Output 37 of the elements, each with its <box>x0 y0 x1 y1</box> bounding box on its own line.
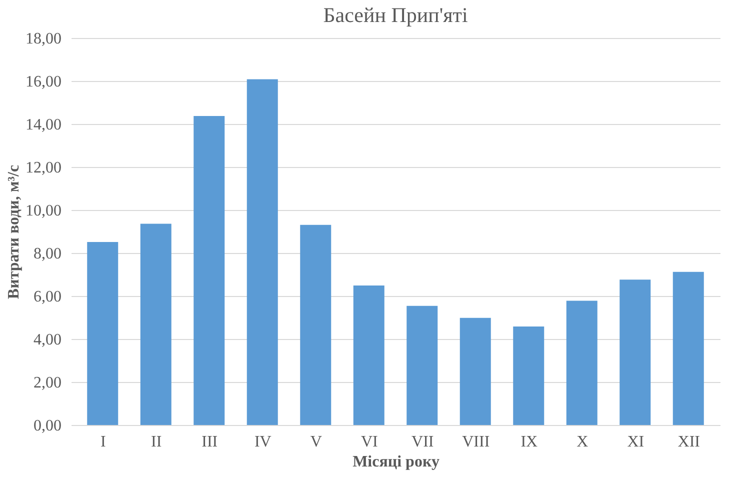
y-tick-label: 0,00 <box>34 418 62 434</box>
y-tick-label: 2,00 <box>34 374 62 392</box>
x-tick-label: X <box>576 434 589 450</box>
bar <box>513 326 544 425</box>
x-tick-label: II <box>151 434 162 450</box>
x-axis-title: Місяці року <box>352 454 440 470</box>
bar <box>300 224 332 425</box>
x-tick-label: VIII <box>462 434 490 450</box>
x-tick-label: VI <box>360 434 378 450</box>
y-tick-label: 18,00 <box>26 30 62 48</box>
y-tick-label: 12,00 <box>26 160 62 176</box>
y-tick-label: 4,00 <box>34 332 62 348</box>
y-tick-label: 6,00 <box>34 288 62 306</box>
x-tick-label: XI <box>627 434 644 450</box>
y-tick-label: 14,00 <box>26 116 62 134</box>
chart-title: Басейн Прип'яті <box>323 3 468 27</box>
bar <box>87 242 118 425</box>
bar <box>460 318 491 425</box>
x-tick-label: III <box>202 434 218 450</box>
bar <box>194 116 225 425</box>
x-tick-label: I <box>100 434 106 450</box>
bar <box>353 285 384 425</box>
bar <box>246 79 278 425</box>
bar <box>566 300 598 425</box>
bar <box>672 272 704 425</box>
x-tick-label: IV <box>254 434 272 450</box>
x-tick-label: V <box>310 434 322 450</box>
y-tick-label: 10,00 <box>26 202 62 220</box>
y-axis-title: Витрати води, м³/с <box>6 164 22 300</box>
y-tick-label: 8,00 <box>34 246 62 262</box>
x-tick-label: IX <box>520 434 538 450</box>
x-tick-label: VII <box>412 434 434 450</box>
bar <box>620 280 651 425</box>
x-tick-label: XII <box>678 434 700 450</box>
bar <box>140 224 172 425</box>
bar <box>406 306 438 425</box>
y-tick-label: 16,00 <box>26 74 62 90</box>
